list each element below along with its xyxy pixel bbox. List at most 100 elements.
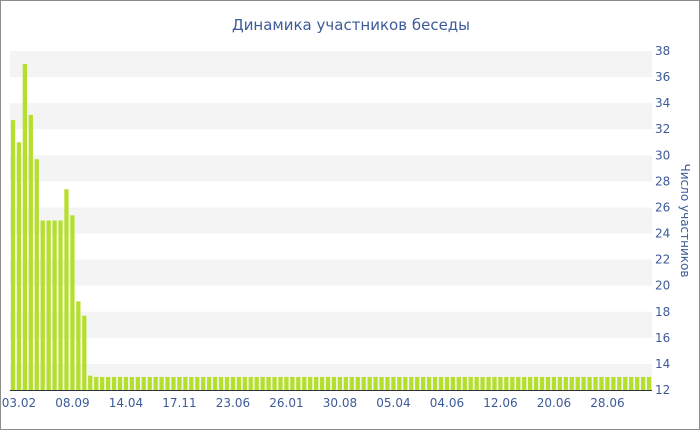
- grid-band: [10, 103, 652, 130]
- bar: [438, 376, 444, 390]
- bar: [224, 376, 230, 390]
- bar: [492, 376, 497, 390]
- bar: [201, 376, 206, 390]
- bar: [242, 376, 247, 390]
- bar: [254, 376, 259, 390]
- x-tick-label: 30.08: [323, 396, 357, 410]
- y-tick-label: 18: [655, 305, 670, 319]
- bar: [99, 376, 105, 390]
- bar: [337, 376, 343, 390]
- bar: [206, 376, 212, 390]
- bar: [236, 376, 242, 390]
- bar: [177, 376, 182, 390]
- grid-band: [10, 363, 652, 390]
- bar: [16, 142, 22, 390]
- bar: [634, 376, 640, 390]
- y-tick-label: 20: [655, 279, 670, 293]
- chart-title: Динамика участников беседы: [232, 16, 470, 34]
- x-tick-label: 23.06: [216, 396, 250, 410]
- bar: [278, 376, 283, 390]
- bar: [391, 376, 396, 390]
- bar: [46, 220, 51, 390]
- bar: [82, 315, 87, 390]
- bar: [486, 376, 491, 390]
- bar: [284, 376, 289, 390]
- bar: [10, 120, 16, 390]
- bar: [260, 376, 265, 390]
- bar: [28, 114, 33, 390]
- bar: [480, 376, 485, 390]
- bar: [557, 376, 563, 390]
- bar: [308, 376, 313, 390]
- bar: [527, 376, 533, 390]
- y-tick-label: 38: [655, 44, 670, 58]
- bar: [58, 220, 63, 390]
- bar: [195, 376, 200, 390]
- bar: [498, 376, 503, 390]
- x-tick-label: 14.04: [109, 396, 143, 410]
- bar: [147, 376, 152, 390]
- grid-band: [10, 155, 652, 182]
- grid-band: [10, 51, 652, 78]
- y-tick-label: 26: [655, 200, 670, 214]
- bar: [444, 376, 450, 390]
- bar: [379, 376, 384, 390]
- y-tick-label: 32: [655, 122, 670, 136]
- bar: [302, 376, 307, 390]
- bar: [367, 376, 372, 390]
- bar: [510, 376, 515, 390]
- bars-group: [10, 64, 652, 391]
- bar: [40, 220, 45, 390]
- bar: [135, 376, 140, 390]
- bar: [34, 159, 39, 390]
- bar: [581, 376, 586, 390]
- bar: [105, 376, 111, 390]
- bar: [373, 376, 378, 390]
- bar: [361, 376, 366, 390]
- y-tick-label: 34: [655, 96, 670, 110]
- bar: [539, 376, 545, 390]
- bar: [533, 376, 539, 390]
- y-tick-label: 12: [655, 383, 670, 397]
- bar: [94, 376, 99, 390]
- bar: [409, 376, 414, 390]
- y-ticks: 12 14 16 18 20 22 24 26 28 30 32 34 36 38: [655, 44, 670, 397]
- bar: [141, 376, 146, 390]
- y-tick-label: 28: [655, 174, 670, 188]
- bar: [343, 376, 349, 390]
- grid-band: [10, 259, 652, 286]
- y-tick-label: 36: [655, 70, 670, 84]
- x-ticks: 03.02 08.09 14.04 17.11 23.06 26.01 30.08 05.04…: [2, 396, 625, 410]
- bar: [70, 215, 75, 390]
- bar: [504, 376, 509, 390]
- bar: [420, 376, 426, 390]
- grid-band: [10, 311, 652, 338]
- bar: [587, 376, 592, 390]
- grid-band: [10, 207, 652, 234]
- bar: [183, 376, 188, 390]
- bar: [331, 376, 337, 390]
- bar: [171, 376, 176, 390]
- bar: [599, 376, 604, 390]
- x-tick-label: 28.06: [590, 396, 624, 410]
- bar: [415, 376, 420, 390]
- bar: [474, 376, 479, 390]
- bar: [545, 376, 551, 390]
- bar: [605, 376, 610, 390]
- bar: [563, 376, 568, 390]
- bar: [522, 376, 527, 390]
- x-tick-label: 04.06: [430, 396, 464, 410]
- bar: [111, 376, 117, 390]
- bar: [403, 376, 408, 390]
- y-tick-label: 22: [655, 253, 670, 267]
- bar: [153, 376, 158, 390]
- y-axis-label: Число участников: [678, 164, 692, 278]
- bar: [432, 376, 438, 390]
- bar: [159, 376, 164, 390]
- bar: [355, 376, 360, 390]
- bar: [296, 376, 301, 390]
- bar: [646, 376, 652, 390]
- bar: [313, 376, 319, 390]
- bar: [617, 376, 622, 390]
